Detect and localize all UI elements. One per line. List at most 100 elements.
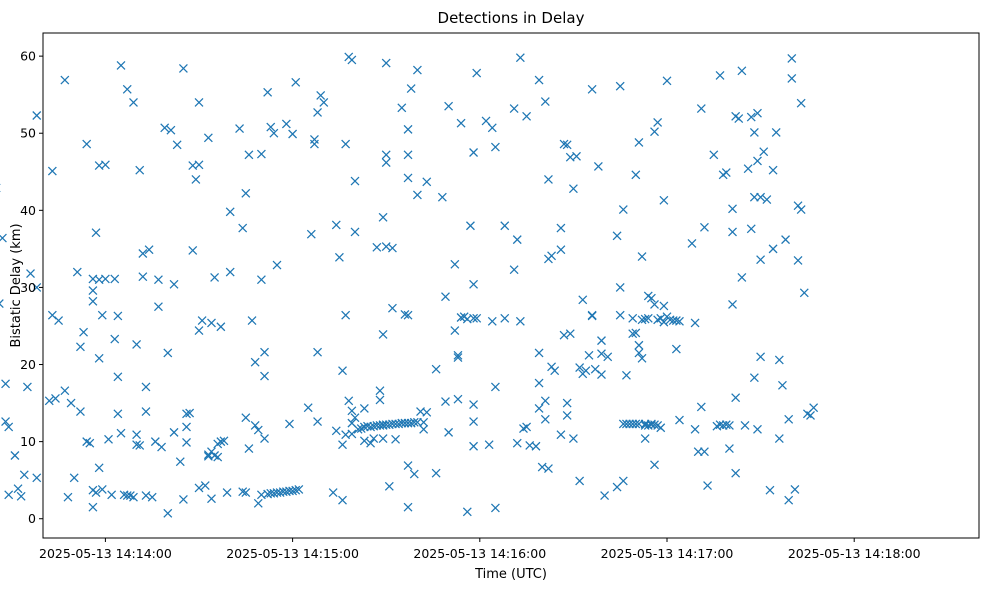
data-point [690,424,700,434]
data-point [650,299,659,309]
data-point [444,427,454,437]
data-point [469,313,479,323]
data-point [91,488,101,497]
data-point [213,452,223,462]
data-point [562,140,572,150]
data-point [431,364,441,374]
y-tick-label: 60 [20,49,36,64]
data-point [163,508,173,518]
data-point [316,91,326,100]
data-point [375,386,385,396]
data-point [656,423,666,433]
data-point [618,476,628,486]
data-point [135,165,145,175]
data-point [391,434,401,444]
data-point [235,124,245,134]
data-point [60,75,70,85]
data-point [556,223,566,233]
data-points [0,52,819,518]
data-point [88,296,98,306]
data-point [634,340,644,350]
data-point [450,326,460,336]
data-point [659,195,669,205]
data-point [225,207,235,217]
data-point [32,111,42,120]
data-point [338,495,347,505]
data-point [241,188,251,198]
data-point [556,245,566,255]
data-point [153,302,163,312]
y-axis-label: Bistatic Delay (km) [9,223,24,347]
data-point [291,77,301,87]
data-point [378,330,388,339]
data-point [51,394,60,403]
data-point [621,419,631,429]
data-point [132,430,142,440]
data-point [203,133,213,143]
data-point [129,97,138,107]
data-point [618,205,628,214]
data-point [285,419,294,429]
x-axis-label: Time (UTC) [474,567,547,582]
data-point [207,318,216,328]
data-point [188,245,198,255]
data-point [334,252,344,262]
data-point [331,220,341,230]
data-point [540,396,550,406]
y-tick-label: 20 [20,357,36,372]
data-point [653,117,663,127]
data-point [191,175,201,184]
data-point [637,353,647,363]
data-point [32,473,42,483]
data-point [100,160,110,170]
data-point [344,396,354,406]
data-point [737,272,747,282]
data-point [85,438,95,448]
data-point [490,382,500,392]
data-point [341,139,351,149]
data-point [696,402,706,412]
data-point [69,473,79,483]
data-point [749,192,759,202]
data-point [487,123,497,133]
data-point [587,310,597,320]
data-point [597,349,606,359]
data-point [369,434,379,443]
data-point [294,484,304,494]
data-point [216,437,226,447]
data-point [759,147,769,157]
data-point [715,70,725,80]
data-point [381,150,391,160]
data-point [222,488,232,497]
data-point [175,457,185,467]
data-point [500,313,510,323]
data-point [387,303,397,313]
data-point [643,313,653,323]
data-point [444,101,454,111]
data-point [412,65,422,75]
data-point [659,301,669,311]
data-point [724,420,734,430]
data-point [54,316,64,326]
data-point [724,444,734,454]
data-point [309,134,319,144]
data-point [756,192,766,202]
data-point [562,410,572,420]
data-point [253,498,263,508]
data-point [238,223,248,233]
data-point [182,409,191,419]
data-point [659,317,669,327]
data-point [515,316,525,326]
data-point [500,221,510,231]
data-point [728,204,737,214]
data-point [253,425,263,435]
data-point [91,228,101,238]
data-point [690,318,700,328]
data-point [790,484,800,494]
data-point [1,417,11,427]
data-point [469,279,479,289]
data-point [194,483,204,493]
data-point [634,138,644,147]
data-point [615,282,625,292]
